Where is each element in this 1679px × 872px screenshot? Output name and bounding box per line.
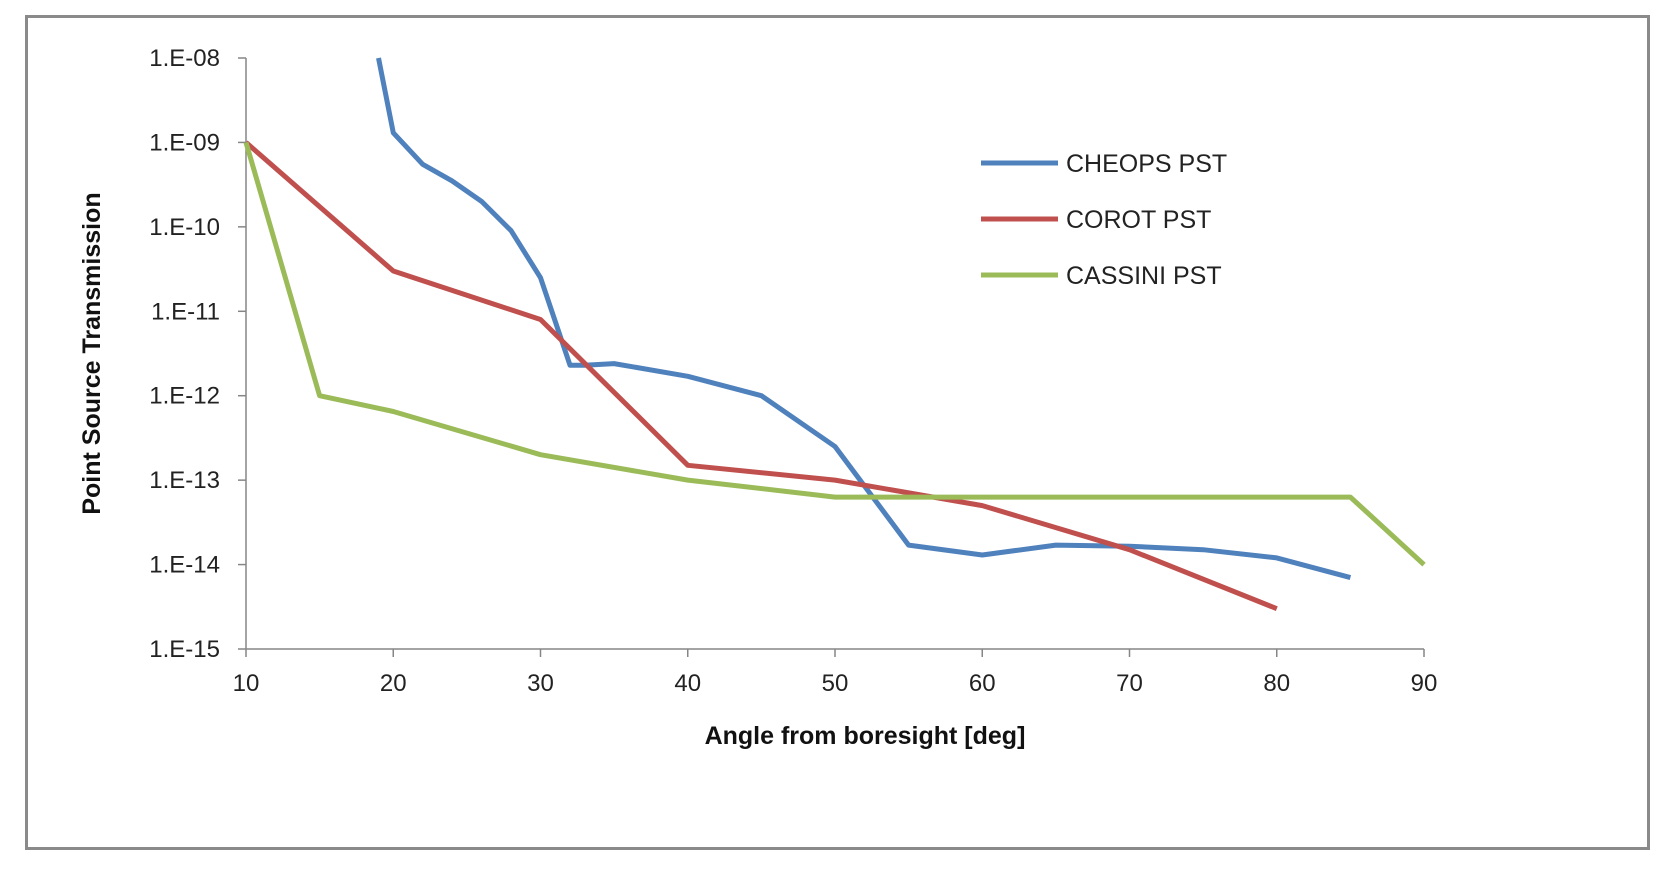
series-layer xyxy=(243,57,1426,612)
y-tick-label: 1.E-13 xyxy=(149,467,220,494)
x-tick-label: 30 xyxy=(527,670,554,697)
chart-frame: 1.E-08 1.E-09 1.E-10 1.E-11 1.E-12 1.E-13 1.E-… xyxy=(25,15,1650,850)
series-corot-pst xyxy=(244,140,1278,612)
series-cassini-pst xyxy=(243,141,1426,567)
x-axis-title: Angle from boresight [deg] xyxy=(705,722,1026,750)
x-tick-label: 70 xyxy=(1116,670,1143,697)
series-line-corot-pst xyxy=(244,140,1278,612)
legend-label-cassini-pst: CASSINI PST xyxy=(1066,262,1222,290)
series-cheops-pst xyxy=(376,57,1352,581)
x-tick-label: 10 xyxy=(233,670,260,697)
x-tick-label: 60 xyxy=(969,670,996,697)
axes: 1.E-08 1.E-09 1.E-10 1.E-11 1.E-12 1.E-13 1.E-… xyxy=(149,45,1437,697)
x-tick-label: 90 xyxy=(1411,670,1438,697)
y-tick-label: 1.E-12 xyxy=(149,383,220,410)
x-tick-label: 80 xyxy=(1263,670,1290,697)
y-tick-label: 1.E-08 xyxy=(149,45,220,72)
y-tick-label: 1.E-15 xyxy=(149,636,220,663)
legend-label-cheops-pst: CHEOPS PST xyxy=(1066,150,1227,178)
y-tick-label: 1.E-11 xyxy=(151,298,220,325)
series-line-cassini-pst xyxy=(243,141,1426,567)
legend: CHEOPS PST COROT PST CASSINI PST xyxy=(981,150,1227,290)
y-axis-title: Point Source Transmission xyxy=(78,192,106,514)
x-tick-label: 50 xyxy=(822,670,849,697)
y-tick-label: 1.E-14 xyxy=(149,552,220,579)
legend-label-corot-pst: COROT PST xyxy=(1066,206,1211,234)
series-line-cheops-pst xyxy=(376,57,1352,581)
x-tick-label: 20 xyxy=(380,670,407,697)
line-chart: 1.E-08 1.E-09 1.E-10 1.E-11 1.E-12 1.E-13 1.E-… xyxy=(78,45,1437,750)
x-tick-label: 40 xyxy=(674,670,701,697)
y-tick-label: 1.E-09 xyxy=(149,129,220,156)
y-tick-label: 1.E-10 xyxy=(149,214,220,241)
